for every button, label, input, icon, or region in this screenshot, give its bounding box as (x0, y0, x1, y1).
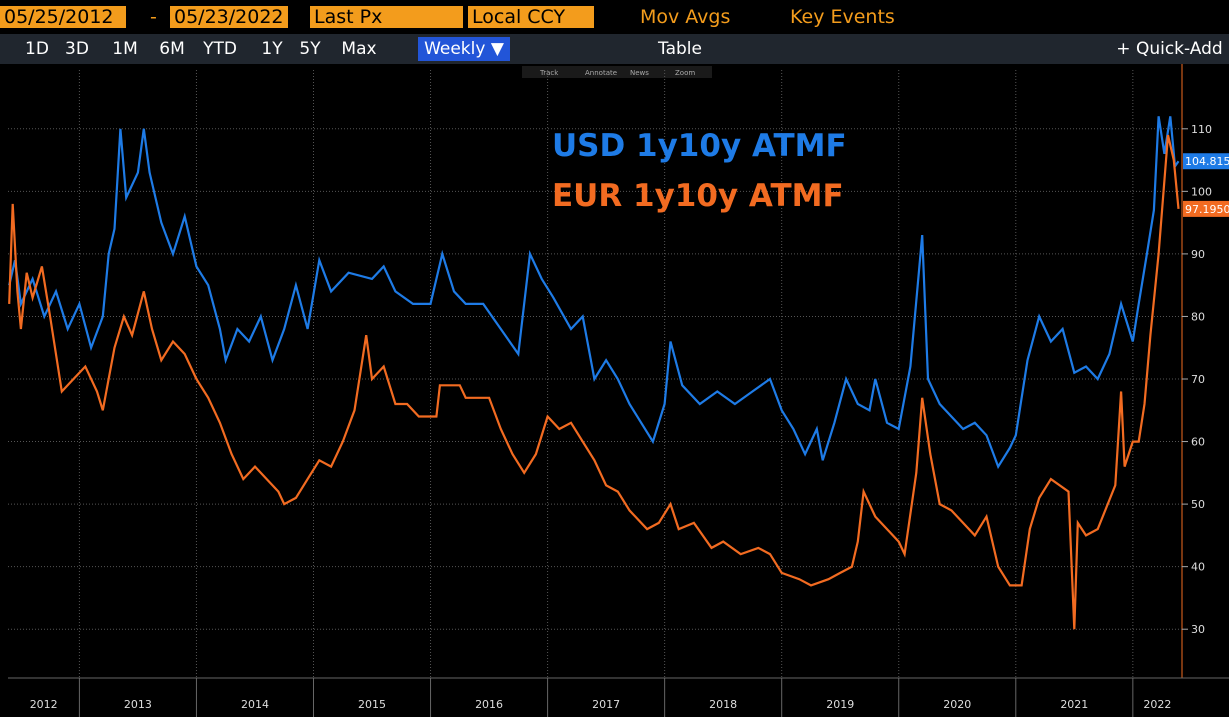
x-tick-label: 2014 (241, 698, 269, 711)
key-events[interactable]: Key Events (790, 6, 895, 28)
y-tick-label: 80 (1191, 310, 1205, 323)
x-tick-label: 2012 (30, 698, 58, 711)
x-tick-label: 2021 (1060, 698, 1088, 711)
field[interactable]: Last Px (310, 6, 463, 28)
range-bar: Weekly ▼ Table + Quick-Add 1D 3D 1M 6M YTD 1Y… (0, 34, 1229, 64)
y-tick-label: 30 (1191, 623, 1205, 636)
last-value-badge (1183, 153, 1229, 170)
tool-button[interactable]: Zoom (675, 69, 695, 77)
range-button[interactable]: 3D (65, 39, 89, 59)
range-button[interactable]: 1M (112, 39, 138, 59)
y-tick-label: 50 (1191, 498, 1205, 511)
tool-strip (522, 66, 712, 78)
x-tick-label: 2018 (709, 698, 737, 711)
x-tick-label: 2015 (358, 698, 386, 711)
x-tick-label: 2019 (826, 698, 854, 711)
mov-avgs[interactable]: Mov Avgs (640, 6, 731, 28)
y-tick-label: 70 (1191, 373, 1205, 386)
y-tick-label: 60 (1191, 436, 1205, 449)
end-date[interactable]: 05/23/2022 (170, 6, 288, 28)
range-button[interactable]: 6M (159, 39, 185, 59)
range-button[interactable]: 5Y (299, 39, 321, 59)
y-tick-label: 40 (1191, 561, 1205, 574)
tool-button[interactable]: Track (539, 69, 559, 77)
quick-add[interactable]: + Quick-Add (1116, 39, 1223, 59)
top-bar: 05/25/2012 - 05/23/2022 Last Px Local CC… (0, 0, 1229, 32)
y-tick-label: 110 (1191, 123, 1212, 136)
series-line (8, 134, 1180, 630)
x-tick-label: 2022 (1143, 698, 1171, 711)
y-tick-label: 100 (1191, 185, 1212, 198)
legend-label: USD 1y10y ATMF (552, 128, 847, 164)
table-button[interactable]: Table (658, 39, 702, 59)
x-tick-label: 2017 (592, 698, 620, 711)
y-tick-label: 90 (1191, 248, 1205, 261)
start-date[interactable]: 05/25/2012 (0, 6, 126, 28)
tool-button[interactable]: Annotate (585, 69, 617, 77)
last-value-label: 97.1950 (1185, 203, 1229, 216)
range-button[interactable]: 1D (25, 39, 49, 59)
range-button[interactable]: Max (341, 39, 377, 59)
range-button[interactable]: YTD (203, 39, 237, 59)
x-tick-label: 2020 (943, 698, 971, 711)
legend-label: EUR 1y10y ATMF (552, 178, 844, 214)
date-separator: - (150, 6, 157, 28)
chart: Track Annotate News Zoom 30 40 50 60 70 80 90 100 11… (8, 64, 1229, 717)
currency[interactable]: Local CCY (468, 6, 594, 28)
range-button[interactable]: 1Y (261, 39, 283, 59)
tool-button[interactable]: News (630, 69, 649, 77)
last-value-badge (1183, 200, 1229, 217)
series-line (8, 116, 1180, 470)
frequency[interactable]: Weekly ▼ (418, 37, 510, 61)
last-value-label: 104.815 (1185, 155, 1229, 168)
x-tick-label: 2016 (475, 698, 503, 711)
x-tick-label: 2013 (124, 698, 152, 711)
